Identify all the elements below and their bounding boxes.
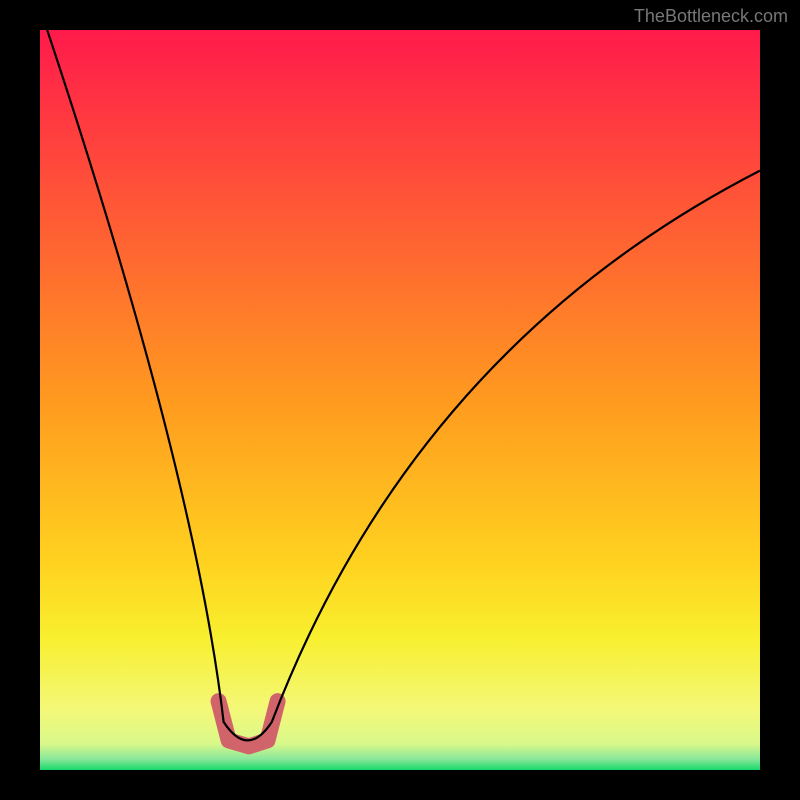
bottleneck-curve <box>47 30 760 740</box>
curve-overlay <box>40 30 760 770</box>
watermark-text: TheBottleneck.com <box>634 6 788 27</box>
bottleneck-chart <box>40 30 760 770</box>
